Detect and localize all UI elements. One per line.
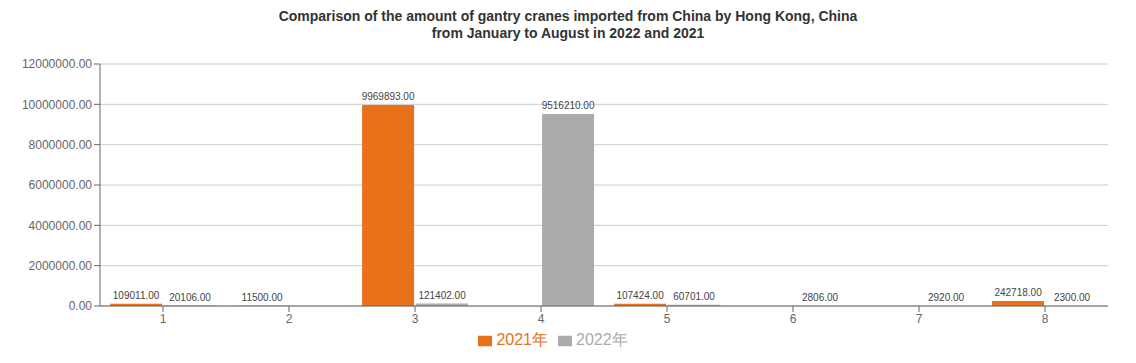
- svg-text:107424.00: 107424.00: [616, 290, 664, 301]
- svg-text:2: 2: [286, 312, 293, 326]
- svg-text:11500.00: 11500.00: [242, 292, 283, 303]
- svg-text:109011.00: 109011.00: [113, 290, 160, 301]
- svg-text:12000000.00: 12000000.00: [22, 57, 92, 71]
- svg-text:1: 1: [160, 312, 167, 326]
- html-text:2021年: 2021年: [496, 331, 548, 348]
- html-text:from January to August in 2022: from January to August in 2022 and 2021: [431, 25, 705, 41]
- svg-text:3: 3: [412, 312, 419, 326]
- svg-text:9516210.00: 9516210.00: [542, 100, 595, 111]
- svg-text:2300.00: 2300.00: [1054, 292, 1091, 303]
- svg-text:2806.00: 2806.00: [802, 292, 839, 303]
- svg-text:20106.00: 20106.00: [169, 292, 211, 303]
- svg-text:242718.00: 242718.00: [994, 287, 1042, 298]
- svg-text:4000000.00: 4000000.00: [29, 219, 93, 233]
- html-text:2022年: 2022年: [576, 331, 628, 348]
- svg-text:2920.00: 2920.00: [928, 292, 965, 303]
- svg-text:5: 5: [664, 312, 671, 326]
- svg-text:7: 7: [916, 312, 923, 326]
- svg-text:6: 6: [790, 312, 797, 326]
- svg-text:4: 4: [538, 312, 545, 326]
- svg-text:9969893.00: 9969893.00: [362, 91, 415, 102]
- svg-text:6000000.00: 6000000.00: [29, 178, 93, 192]
- html-text:Comparison of the amount of ga: Comparison of the amount of gantry crane…: [278, 8, 858, 24]
- svg-text:8000000.00: 8000000.00: [29, 138, 93, 152]
- svg-text:2000000.00: 2000000.00: [29, 259, 93, 273]
- svg-text:121402.00: 121402.00: [418, 290, 466, 301]
- svg-text:0.00: 0.00: [69, 299, 93, 313]
- svg-text:10000000.00: 10000000.00: [22, 98, 92, 112]
- svg-text:60701.00: 60701.00: [673, 291, 715, 302]
- svg-text:8: 8: [1042, 312, 1049, 326]
